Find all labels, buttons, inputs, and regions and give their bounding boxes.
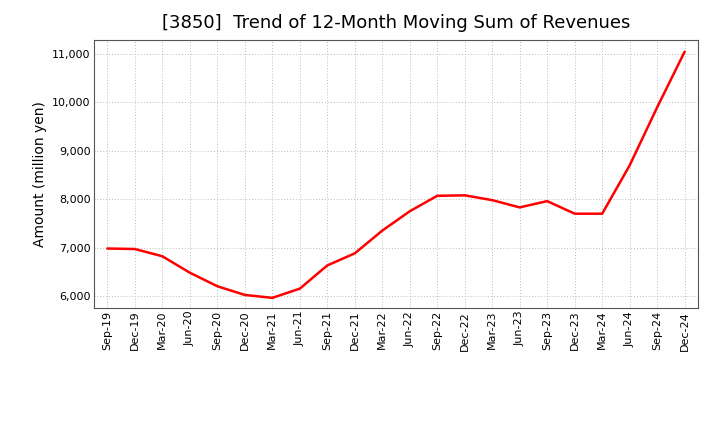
Y-axis label: Amount (million yen): Amount (million yen) xyxy=(33,101,47,247)
Title: [3850]  Trend of 12-Month Moving Sum of Revenues: [3850] Trend of 12-Month Moving Sum of R… xyxy=(162,15,630,33)
